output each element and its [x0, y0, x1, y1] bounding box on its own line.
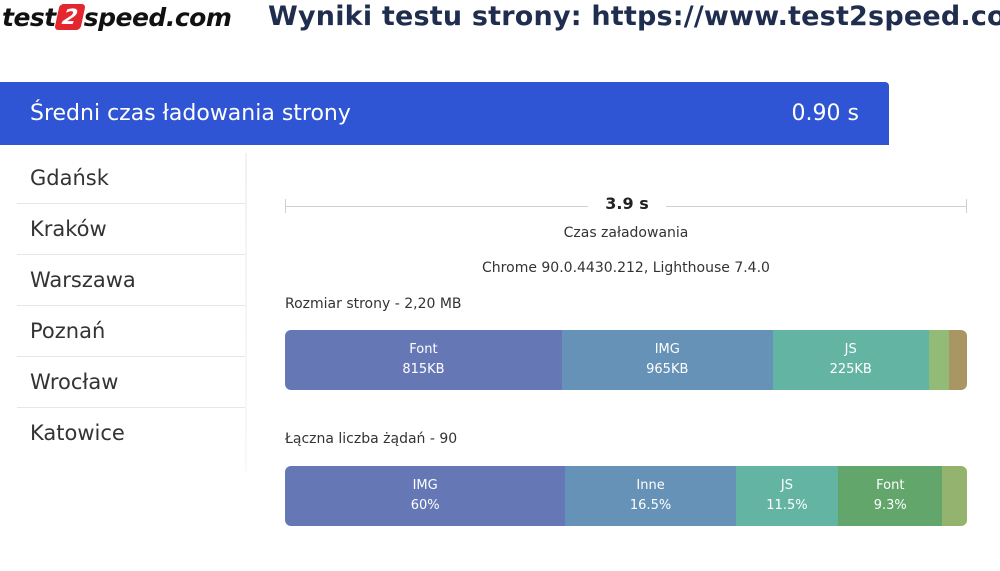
city-item-krakow[interactable]: Kraków [17, 204, 245, 255]
requests-segment-name: JS [780, 478, 793, 493]
average-load-time-banner: Średni czas ładowania strony 0.90 s [0, 82, 889, 145]
requests-segment-name: Font [876, 478, 905, 493]
page-size-segment-js: JS 225KB [772, 330, 929, 390]
requests-segment-value: 60% [410, 498, 440, 513]
requests-bar: IMG 60% Inne 16.5% JS 11.5% Font 9.3% [285, 466, 967, 526]
requests-segment-name: IMG [412, 478, 438, 493]
requests-segment-inne: Inne 16.5% [565, 466, 736, 526]
requests-segment-value: 16.5% [629, 498, 672, 513]
page-size-segment-other-4 [949, 330, 967, 390]
page-size-bar: Font 815KB IMG 965KB JS 225KB [285, 330, 967, 390]
page-size-segment-value: 225KB [829, 362, 872, 377]
page-title: Wyniki testu strony: https://www.test2sp… [268, 1, 1000, 32]
city-item-wroclaw[interactable]: Wrocław [17, 357, 245, 408]
city-item-katowice[interactable]: Katowice [30, 421, 125, 445]
page-size-segment-name: IMG [654, 342, 680, 357]
requests-segment-font: Font 9.3% [838, 466, 943, 526]
page-size-segment-value: 815KB [402, 362, 445, 377]
load-time-value: 3.9 s [588, 194, 666, 213]
city-item-gdansk[interactable]: Gdańsk [17, 153, 245, 204]
logo-text-left: test [2, 2, 56, 32]
logo-text-right: speed.com [83, 2, 232, 32]
page-size-segment-font: Font 815KB [285, 330, 562, 390]
scale-end-cap [966, 199, 967, 213]
page-size-segment-value: 965KB [646, 362, 689, 377]
requests-segment-name: Inne [636, 478, 665, 493]
scale-start-cap [285, 199, 286, 213]
logo[interactable]: test 2 speed.com [2, 0, 232, 34]
city-list-divider [245, 153, 247, 471]
requests-segment-js: JS 11.5% [735, 466, 839, 526]
requests-segment-value: 11.5% [766, 498, 808, 513]
city-list: Gdańsk Kraków Warszawa Poznań Wrocław Ka… [17, 153, 245, 459]
city-item-warszawa[interactable]: Warszawa [17, 255, 245, 306]
logo-digit: 2 [53, 4, 86, 30]
average-load-time-label: Średni czas ładowania strony [30, 101, 351, 126]
browser-info: Chrome 90.0.4430.212, Lighthouse 7.4.0 [482, 260, 770, 276]
page-size-segment-other-3 [928, 330, 950, 390]
page-size-segment-name: Font [409, 342, 438, 357]
load-time-label: Czas załadowania [563, 225, 689, 241]
requests-segment-img: IMG 60% [285, 466, 566, 526]
page-size-label: Rozmiar strony - 2,20 MB [285, 296, 462, 312]
requests-label: Łączna liczba żądań - 90 [285, 431, 458, 447]
requests-segment-value: 9.3% [873, 498, 907, 513]
page-size-segment-img: IMG 965KB [561, 330, 773, 390]
page-size-segment-name: JS [844, 342, 857, 357]
city-item-poznan[interactable]: Poznań [17, 306, 245, 357]
average-load-time-value: 0.90 s [791, 101, 859, 126]
requests-segment-other-4 [942, 466, 967, 526]
